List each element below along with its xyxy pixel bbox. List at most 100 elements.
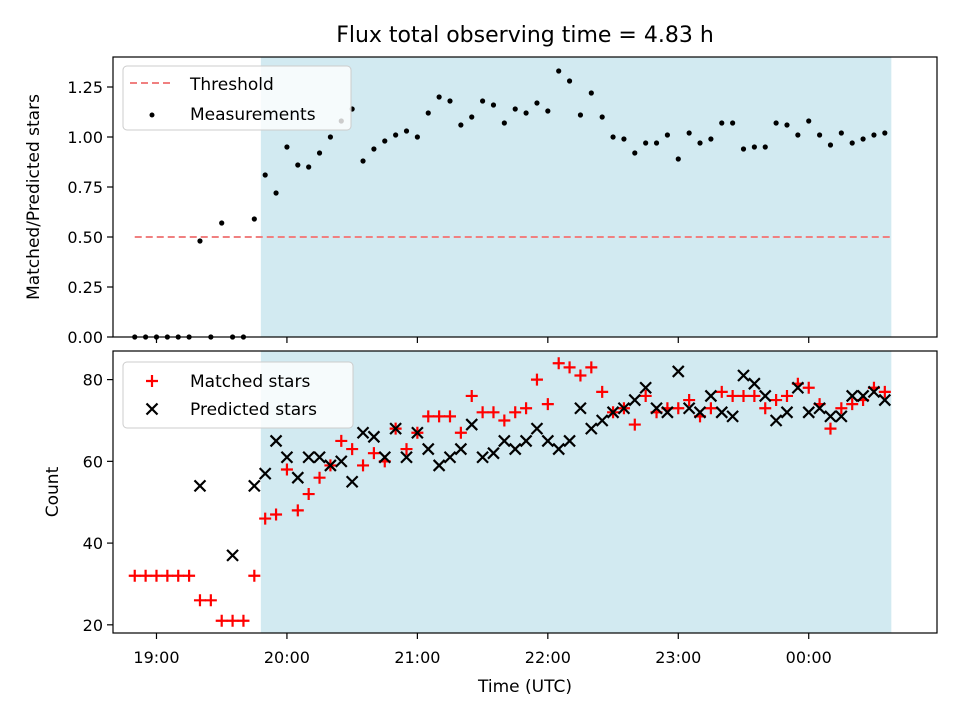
matched-star-point bbox=[367, 447, 380, 460]
predicted-star-point bbox=[563, 434, 576, 448]
matched-star-point bbox=[878, 385, 891, 398]
predicted-star-point bbox=[682, 401, 696, 415]
measurement-points bbox=[132, 68, 888, 340]
predicted-star-point bbox=[748, 377, 761, 390]
predicted-star-point bbox=[661, 406, 674, 419]
matched-star-point bbox=[433, 410, 446, 423]
matched-star-point bbox=[313, 471, 326, 484]
predicted-star-point bbox=[345, 475, 359, 489]
matched-star-point bbox=[704, 402, 717, 415]
predicted-star-point bbox=[248, 479, 261, 493]
measurement-point bbox=[251, 216, 257, 222]
predicted-star-point bbox=[356, 426, 370, 440]
measurement-point bbox=[458, 122, 464, 128]
matched-star-point bbox=[541, 398, 554, 411]
measurement-point bbox=[556, 68, 562, 74]
legend-measurements-label: Measurements bbox=[190, 105, 316, 125]
measurement-point bbox=[512, 106, 518, 112]
legend-threshold-label: Threshold bbox=[189, 75, 274, 95]
matched-star-point bbox=[596, 385, 609, 398]
predicted-star-point bbox=[411, 426, 424, 440]
predicted-star-point bbox=[856, 389, 870, 403]
measurement-point bbox=[762, 144, 768, 150]
measurement-point bbox=[588, 90, 594, 96]
measurement-point bbox=[610, 134, 616, 140]
measurement-point bbox=[295, 162, 301, 168]
measurement-point bbox=[306, 164, 312, 170]
predicted-star-point bbox=[269, 434, 283, 448]
matched-star-point bbox=[802, 381, 815, 394]
count-y-axis-label: Count bbox=[43, 466, 63, 517]
matched-star-point bbox=[563, 361, 576, 374]
predicted-star-point bbox=[802, 406, 816, 419]
measurement-point bbox=[197, 238, 203, 244]
ratio-y-tick-label: 0.50 bbox=[67, 228, 103, 247]
predicted-star-point bbox=[574, 401, 587, 415]
measurement-point bbox=[795, 132, 801, 138]
measurement-point bbox=[284, 144, 290, 150]
measurement-point bbox=[436, 94, 442, 100]
matched-star-point bbox=[357, 459, 370, 472]
ratio-y-tick-label: 1.25 bbox=[67, 78, 103, 97]
measurement-point bbox=[806, 118, 812, 124]
predicted-star-point bbox=[585, 422, 598, 435]
matched-star-point bbox=[150, 569, 163, 582]
predicted-star-point bbox=[845, 389, 859, 403]
predicted-star-point bbox=[541, 434, 555, 448]
measurement-point bbox=[708, 136, 714, 142]
ratio-y-axis-label: Matched/Predicted stars bbox=[24, 94, 44, 300]
ratio-y-ticks: 0.00 0.25 0.50 0.75 1.00 1.25 bbox=[67, 78, 113, 347]
predicted-star-point bbox=[671, 365, 685, 378]
x-tick-label: 23:00 bbox=[655, 648, 701, 667]
measurement-point bbox=[730, 120, 736, 126]
measurement-point bbox=[827, 142, 834, 148]
predicted-star-point bbox=[367, 430, 381, 444]
predicted-star-point bbox=[498, 434, 511, 448]
count-legend-box bbox=[122, 361, 354, 429]
x-tick-label: 22:00 bbox=[525, 648, 571, 667]
measurement-point bbox=[849, 140, 855, 146]
predicted-star-point bbox=[443, 450, 457, 464]
predicted-star-point bbox=[454, 442, 468, 456]
predicted-star-point bbox=[389, 422, 402, 435]
matched-star-point bbox=[846, 398, 859, 411]
matched-star-point bbox=[726, 389, 739, 402]
measurement-point bbox=[686, 130, 692, 136]
predicted-star-point bbox=[791, 381, 805, 395]
measurement-point bbox=[664, 132, 671, 138]
matched-star-point bbox=[335, 434, 348, 447]
predicted-star-point bbox=[324, 459, 337, 472]
predicted-star-point bbox=[595, 414, 609, 427]
measurement-point bbox=[316, 150, 323, 156]
predicted-star-point bbox=[737, 369, 750, 382]
predicted-star-point bbox=[519, 434, 533, 448]
predicted-star-point bbox=[291, 471, 305, 484]
ratio-panel: 0.00 0.25 0.50 0.75 1.00 1.25 Matched/Predict… bbox=[24, 56, 938, 347]
ratio-y-tick-label: 0.75 bbox=[67, 178, 103, 197]
measurement-point bbox=[262, 172, 268, 178]
count-legend: Matched stars Predicted stars bbox=[122, 361, 354, 429]
count-plot-frame bbox=[112, 350, 938, 634]
matched-star-point bbox=[498, 414, 511, 427]
legend-matched-swatch bbox=[146, 375, 158, 387]
matched-star-point bbox=[183, 569, 196, 582]
predicted-star-point bbox=[867, 385, 881, 399]
measurement-point bbox=[632, 150, 638, 156]
x-tick-label: 21:00 bbox=[394, 648, 440, 667]
measurement-point bbox=[490, 102, 497, 108]
predicted-star-point bbox=[813, 401, 826, 415]
matched-star-point bbox=[291, 504, 304, 517]
count-y-tick-label: 60 bbox=[83, 452, 103, 471]
measurement-point bbox=[447, 98, 453, 104]
legend-predicted-swatch bbox=[145, 402, 159, 416]
ratio-x-ticks bbox=[155, 337, 810, 343]
predicted-star-point bbox=[606, 406, 620, 419]
measurement-point bbox=[675, 156, 681, 162]
predicted-star-point bbox=[552, 442, 565, 456]
matched-star-point bbox=[465, 389, 478, 402]
matched-star-point bbox=[715, 385, 728, 398]
measurement-point bbox=[360, 158, 366, 164]
predicted-star-point bbox=[313, 450, 326, 464]
matched-star-point bbox=[128, 569, 141, 582]
